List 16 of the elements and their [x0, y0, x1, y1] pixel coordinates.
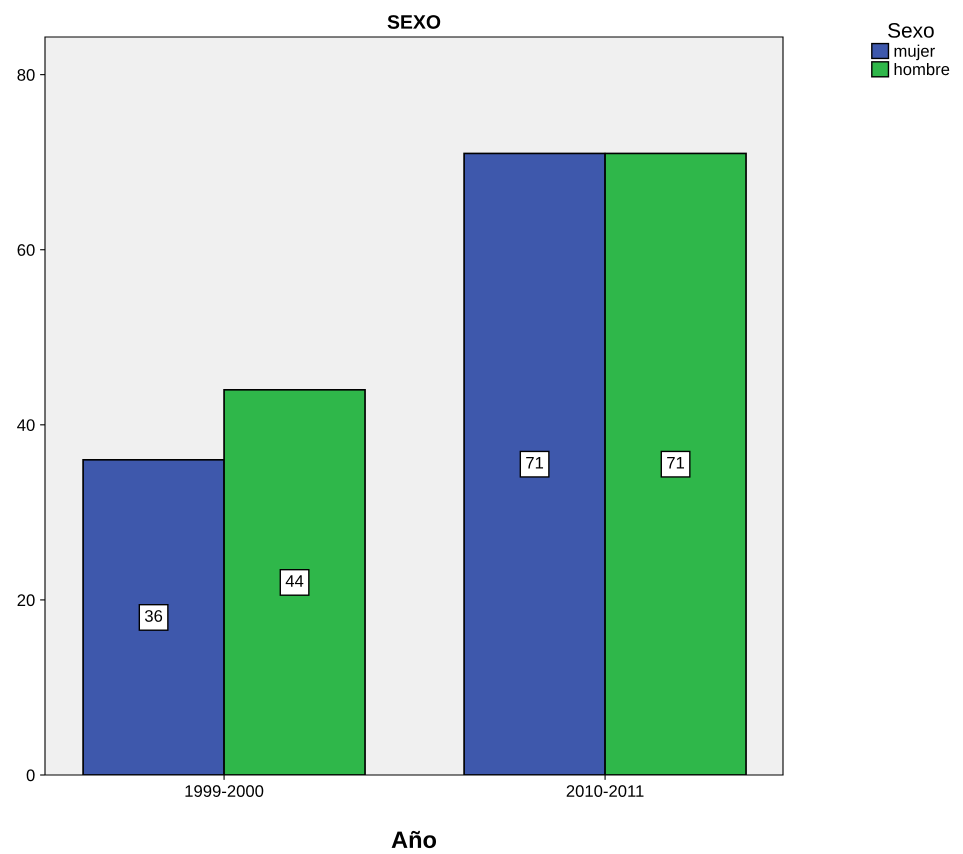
y-tick-label: 80 [17, 69, 35, 81]
y-tick-label: 0 [26, 769, 35, 782]
y-tick-label: 60 [18, 244, 35, 256]
x-tick-label: 1999-2000 [185, 785, 264, 797]
legend-label: hombre [894, 62, 950, 76]
data-label: 71 [667, 457, 684, 469]
y-tick-label: 20 [18, 594, 35, 606]
chart-title: SEXO [388, 15, 440, 29]
legend-label: mujer [894, 44, 935, 60]
data-label: 44 [286, 575, 304, 587]
data-label: 71 [526, 457, 544, 469]
data-label: 36 [144, 610, 162, 622]
y-tick-label: 40 [17, 419, 35, 432]
x-tick-label: 2010-2011 [566, 785, 644, 797]
x-axis-title: Año [392, 830, 436, 848]
legend-title: Sexo [888, 23, 934, 38]
